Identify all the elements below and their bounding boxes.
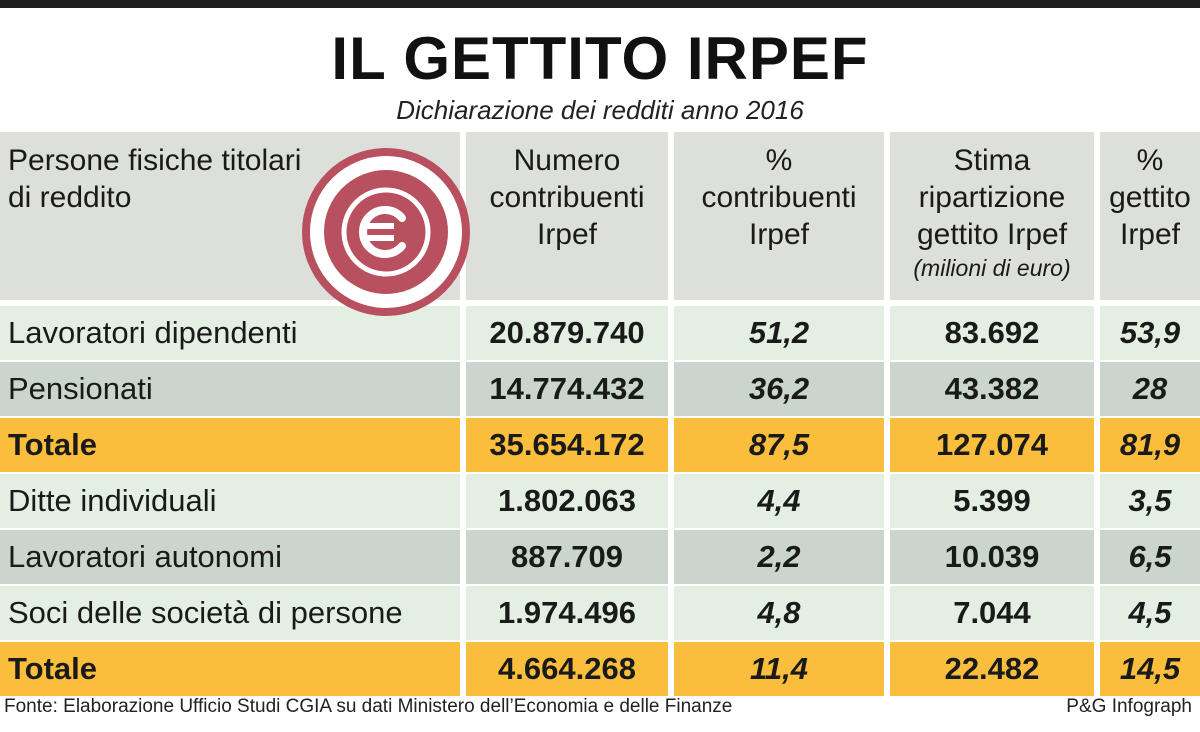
header-label-pct-contribuenti: % contribuenti Irpef bbox=[701, 144, 857, 251]
header-cell-pct-contribuenti: % contribuenti Irpef bbox=[674, 132, 884, 300]
cell-pct-gettito: 81,9 bbox=[1100, 418, 1200, 472]
table-total-row: Totale 35.654.172 87,5 127.074 81,9 bbox=[0, 418, 1200, 472]
cell-category: Lavoratori autonomi bbox=[0, 530, 460, 584]
header-label-pct-gettito: % gettito Irpef bbox=[1109, 144, 1191, 251]
cell-category: Pensionati bbox=[0, 362, 460, 416]
cell-pct-gettito: 53,9 bbox=[1100, 306, 1200, 360]
cell-pct-contribuenti: 11,4 bbox=[674, 642, 884, 696]
euro-coin-icon bbox=[302, 148, 470, 316]
top-rule bbox=[0, 0, 1200, 8]
cell-gettito: 5.399 bbox=[890, 474, 1094, 528]
table-row: Lavoratori dipendenti 20.879.740 51,2 83.69… bbox=[0, 306, 1200, 360]
cell-pct-gettito: 28 bbox=[1100, 362, 1200, 416]
cell-category: Soci delle società di persone bbox=[0, 586, 460, 640]
cell-contribuenti: 1.802.063 bbox=[466, 474, 668, 528]
header-cell-contribuenti: Numero contribuenti Irpef bbox=[466, 132, 668, 300]
cell-pct-contribuenti: 2,2 bbox=[674, 530, 884, 584]
cell-pct-contribuenti: 87,5 bbox=[674, 418, 884, 472]
cell-contribuenti: 4.664.268 bbox=[466, 642, 668, 696]
header-cell-pct-gettito: % gettito Irpef bbox=[1100, 132, 1200, 300]
cell-contribuenti: 14.774.432 bbox=[466, 362, 668, 416]
table-row: Soci delle società di persone 1.974.496 4,… bbox=[0, 586, 1200, 640]
credit-note: P&G Infograph bbox=[1066, 696, 1192, 717]
cell-gettito: 10.039 bbox=[890, 530, 1094, 584]
cell-gettito: 7.044 bbox=[890, 586, 1094, 640]
header-label-gettito: Stima ripartizione gettito Irpef (milioni… bbox=[892, 132, 1092, 283]
cell-gettito: 127.074 bbox=[890, 418, 1094, 472]
table-total-row: Totale 4.664.268 11,4 22.482 14,5 bbox=[0, 642, 1200, 696]
cell-category: Totale bbox=[0, 642, 460, 696]
table-body: Lavoratori dipendenti 20.879.740 51,2 83.69… bbox=[0, 306, 1200, 696]
header-gettito-unit: (milioni di euro) bbox=[913, 255, 1071, 281]
page-subtitle: Dichiarazione dei redditi anno 2016 bbox=[396, 95, 804, 125]
cell-contribuenti: 887.709 bbox=[466, 530, 668, 584]
header-label-category: Persone fisiche titolari di reddito bbox=[8, 144, 302, 214]
cell-contribuenti: 1.974.496 bbox=[466, 586, 668, 640]
cell-pct-contribuenti: 51,2 bbox=[674, 306, 884, 360]
cell-pct-contribuenti: 4,8 bbox=[674, 586, 884, 640]
cell-contribuenti: 35.654.172 bbox=[466, 418, 668, 472]
cell-gettito: 22.482 bbox=[890, 642, 1094, 696]
cell-pct-gettito: 3,5 bbox=[1100, 474, 1200, 528]
header-gettito-text: Stima ripartizione gettito Irpef bbox=[916, 144, 1068, 251]
table-header-row: Persone fisiche titolari di reddito Nume… bbox=[0, 132, 1200, 300]
cell-pct-gettito: 4,5 bbox=[1100, 586, 1200, 640]
table-row: Pensionati 14.774.432 36,2 43.382 28 bbox=[0, 362, 1200, 416]
header-label-contribuenti: Numero contribuenti Irpef bbox=[489, 144, 645, 251]
cell-gettito: 43.382 bbox=[890, 362, 1094, 416]
cell-gettito: 83.692 bbox=[890, 306, 1094, 360]
footer: Fonte: Elaborazione Ufficio Studi CGIA s… bbox=[0, 690, 1200, 724]
cell-contribuenti: 20.879.740 bbox=[466, 306, 668, 360]
cell-category: Totale bbox=[0, 418, 460, 472]
source-note: Fonte: Elaborazione Ufficio Studi CGIA s… bbox=[4, 696, 733, 717]
page-title: IL GETTITO IRPEF bbox=[331, 25, 869, 92]
header-cell-gettito: Stima ripartizione gettito Irpef (milioni… bbox=[890, 132, 1094, 300]
cell-pct-gettito: 6,5 bbox=[1100, 530, 1200, 584]
table-row: Lavoratori autonomi 887.709 2,2 10.039 6,5 bbox=[0, 530, 1200, 584]
cell-pct-gettito: 14,5 bbox=[1100, 642, 1200, 696]
table-row: Ditte individuali 1.802.063 4,4 5.399 3,5 bbox=[0, 474, 1200, 528]
cell-pct-contribuenti: 4,4 bbox=[674, 474, 884, 528]
data-table: Persone fisiche titolari di reddito Nume… bbox=[0, 132, 1200, 696]
cell-pct-contribuenti: 36,2 bbox=[674, 362, 884, 416]
cell-category: Ditte individuali bbox=[0, 474, 460, 528]
